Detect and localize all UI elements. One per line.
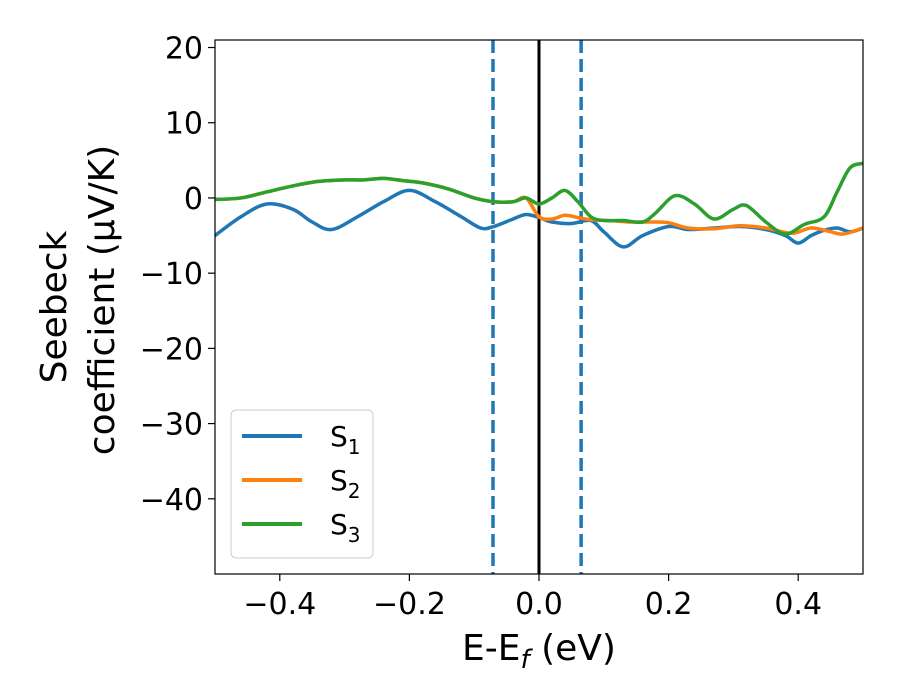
y-tick-label: −10 bbox=[140, 257, 203, 292]
legend-label-sub: 3 bbox=[348, 523, 361, 547]
x-axis-title: E-Ef (eV) bbox=[462, 628, 616, 675]
legend-box bbox=[230, 409, 374, 559]
legend-label-s1: S1 bbox=[330, 420, 361, 459]
plot-frame bbox=[214, 39, 864, 575]
x-axis-title-main: E-E bbox=[462, 628, 520, 669]
y-tick-label: 20 bbox=[165, 32, 203, 67]
legend-label-main: S bbox=[330, 464, 348, 497]
x-tick-label: −0.4 bbox=[243, 587, 316, 622]
y-tick-label: −30 bbox=[140, 408, 203, 443]
x-tick-label: 0.0 bbox=[515, 587, 563, 622]
y-axis-title-line1: Seebeck bbox=[34, 230, 75, 383]
y-tick-label: −20 bbox=[140, 332, 203, 367]
x-tick-label: 0.2 bbox=[645, 587, 693, 622]
x-tick-label: −0.2 bbox=[373, 587, 446, 622]
legend-label-main: S bbox=[330, 420, 348, 453]
vertical-lines bbox=[491, 40, 583, 574]
series-line-s3 bbox=[215, 161, 863, 236]
legend-label-sub: 2 bbox=[348, 479, 361, 503]
x-tick-label: 0.4 bbox=[774, 587, 822, 622]
legend-label-s2: S2 bbox=[330, 464, 361, 503]
legend-label-sub: 1 bbox=[348, 435, 361, 459]
y-tick-label: 0 bbox=[184, 182, 203, 217]
y-tick-label: 10 bbox=[165, 107, 203, 142]
series-line-s1 bbox=[215, 188, 863, 249]
y-tick-label: −40 bbox=[140, 483, 203, 518]
x-axis-title-unit: (eV) bbox=[530, 628, 616, 669]
legend-label-s3: S3 bbox=[330, 508, 361, 547]
y-axis-title-line2: coefficient (μV/K) bbox=[82, 145, 123, 455]
series-group bbox=[215, 161, 863, 249]
axis-ticks: −0.4 −0.2 0.0 0.2 0.4 20 10 0 −10 −20 −30 −40 bbox=[140, 32, 822, 622]
legend-label-main: S bbox=[330, 508, 348, 541]
